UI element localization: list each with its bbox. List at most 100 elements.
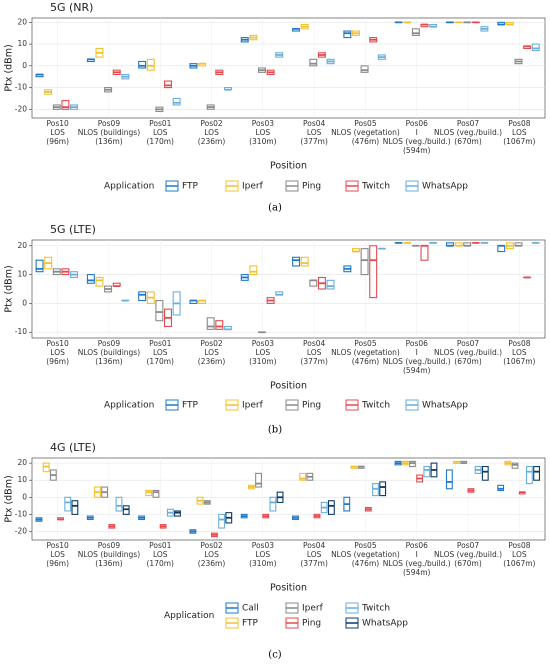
x-tick-label: LOS: [307, 550, 322, 559]
x-tick-label: (476m): [352, 559, 380, 568]
x-tick-label: (170m): [147, 357, 175, 366]
legend-label: Twitch: [361, 604, 390, 614]
legend-label: Ping: [302, 182, 321, 192]
x-tick-label: LOS: [153, 550, 168, 559]
x-tick-label: Pos05: [354, 541, 377, 550]
x-tick-label: LOS: [512, 128, 527, 137]
x-tick-label: (377m): [300, 559, 328, 568]
x-tick-label: (96m): [46, 357, 69, 366]
legend-label: WhatsApp: [422, 401, 468, 411]
x-tick-label: (670m): [454, 559, 482, 568]
x-tick-label: LOS: [204, 550, 219, 559]
box: [361, 249, 368, 275]
x-tick-label: LOS: [512, 550, 527, 559]
y-tick-label: 0: [22, 61, 27, 70]
x-tick-label: LOS: [153, 348, 168, 357]
x-tick-label: (310m): [249, 559, 277, 568]
x-tick-label: Pos07: [457, 119, 480, 128]
chart-title: 5G (NR): [50, 1, 93, 14]
x-tick-label: (170m): [147, 559, 175, 568]
x-tick-label: Pos09: [98, 119, 121, 128]
x-tick-label: (236m): [198, 137, 226, 146]
x-tick-label: NLOS (buildings): [78, 550, 140, 559]
box: [447, 470, 453, 489]
y-axis-label: Ptx (dBm): [4, 44, 15, 91]
legend-title: Application: [104, 401, 154, 411]
legend-label: Ping: [302, 619, 321, 629]
x-tick-label: Pos07: [457, 541, 480, 550]
chart-title: 4G (LTE): [50, 441, 96, 454]
x-tick-label: LOS: [153, 128, 168, 137]
x-axis-label: Position: [270, 583, 307, 594]
x-tick-label: LOS: [307, 128, 322, 137]
x-tick-label: I: [416, 348, 418, 357]
x-tick-label: LOS: [50, 550, 65, 559]
x-tick-label: (377m): [300, 137, 328, 146]
legend-label: FTP: [242, 619, 259, 629]
legend-label: Iperf: [242, 401, 264, 411]
x-tick-label: Pos06: [406, 541, 429, 550]
x-tick-label: Pos02: [200, 119, 223, 128]
x-tick-label: LOS: [256, 550, 271, 559]
x-tick-label: Pos04: [303, 541, 326, 550]
x-tick-label: Pos01: [149, 541, 172, 550]
y-tick-label: 10: [17, 270, 27, 279]
x-tick-label: Pos08: [508, 339, 531, 348]
x-tick-label: NLOS (veg./build.): [434, 128, 502, 137]
x-tick-label: Pos03: [252, 541, 275, 550]
y-tick-label: -10: [15, 83, 27, 92]
x-tick-label: (170m): [147, 137, 175, 146]
box: [527, 467, 533, 484]
x-tick-label: (96m): [46, 559, 69, 568]
box: [207, 318, 214, 330]
box: [139, 292, 146, 301]
y-tick-label: 20: [17, 241, 27, 250]
x-tick-label: I: [416, 550, 418, 559]
x-tick-label: (310m): [249, 137, 277, 146]
box: [380, 482, 386, 496]
box: [329, 501, 335, 515]
x-tick-label: (594m): [403, 366, 431, 375]
x-tick-label: (236m): [198, 357, 226, 366]
legend-label: Call: [242, 604, 259, 614]
box: [293, 257, 300, 266]
caption: (a): [268, 203, 282, 214]
box: [344, 31, 351, 38]
y-axis-label: Ptx (dBm): [4, 475, 15, 522]
x-tick-label: (310m): [249, 357, 277, 366]
x-tick-label: NLOS (vegetation): [331, 550, 400, 559]
box: [147, 59, 154, 70]
x-tick-label: NLOS (veg./build.): [434, 348, 502, 357]
box: [301, 257, 308, 266]
box: [532, 44, 539, 51]
chart-title: 5G (LTE): [50, 223, 96, 236]
x-tick-label: (476m): [352, 137, 380, 146]
y-tick-label: -10: [15, 327, 27, 336]
x-tick-label: NLOS (vegetation): [331, 128, 400, 137]
x-tick-label: Pos05: [354, 119, 377, 128]
box: [36, 260, 43, 272]
x-tick-label: NLOS (vegetation): [331, 348, 400, 357]
legend-label: Twitch: [361, 401, 390, 411]
x-tick-label: (136m): [95, 357, 123, 366]
box: [361, 66, 368, 73]
legend-label: Twitch: [361, 182, 390, 192]
x-tick-label: (1067m): [503, 357, 535, 366]
x-tick-label: (670m): [454, 357, 482, 366]
box: [156, 301, 163, 321]
x-tick-label: LOS: [256, 348, 271, 357]
box: [65, 497, 71, 511]
x-tick-label: (136m): [95, 137, 123, 146]
x-tick-label: Pos08: [508, 541, 531, 550]
x-tick-label: NLOS (veg./build.): [383, 357, 451, 366]
y-tick-label: 10: [17, 475, 27, 484]
x-tick-label: Pos04: [303, 119, 326, 128]
x-tick-label: LOS: [256, 128, 271, 137]
x-axis-label: Position: [270, 381, 307, 392]
box: [482, 467, 488, 481]
x-tick-label: NLOS (veg./build.): [434, 550, 502, 559]
x-tick-label: (594m): [403, 146, 431, 155]
x-tick-label: Pos09: [98, 339, 121, 348]
box: [421, 246, 428, 260]
x-tick-label: LOS: [512, 348, 527, 357]
